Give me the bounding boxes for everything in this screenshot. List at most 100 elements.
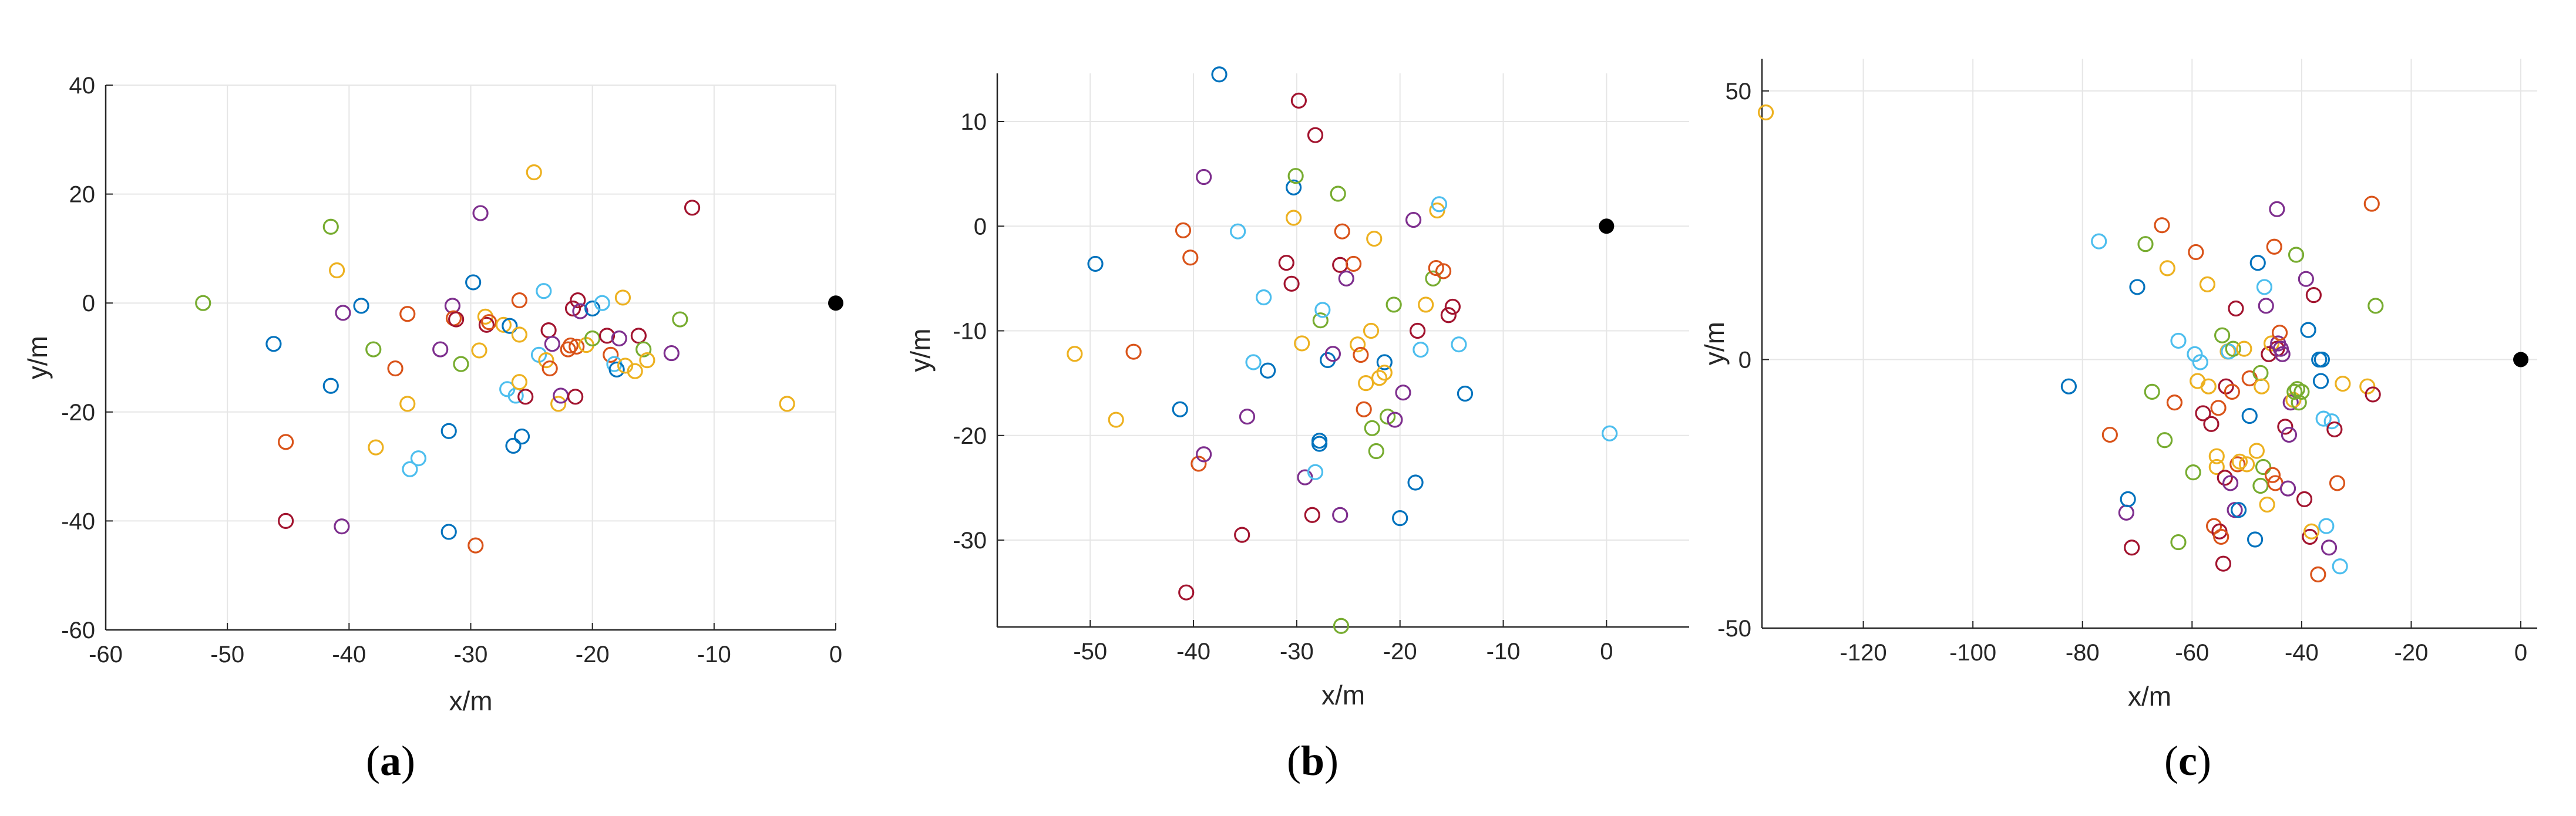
data-point <box>478 316 495 333</box>
y-axis-label: y/m <box>905 328 936 372</box>
data-point <box>495 316 512 333</box>
data-point <box>550 396 567 412</box>
data-point <box>2091 233 2107 249</box>
data-point <box>1324 346 1341 362</box>
x-tick-label: -40 <box>2285 640 2319 666</box>
data-point <box>1435 263 1452 279</box>
data-point <box>2118 504 2134 521</box>
data-point <box>2329 475 2346 491</box>
data-point <box>511 292 527 309</box>
data-point <box>614 289 631 306</box>
data-point <box>1444 298 1461 315</box>
data-point <box>1286 210 1302 226</box>
data-point <box>639 352 655 369</box>
x-tick-label: -60 <box>2175 640 2209 666</box>
data-point <box>502 318 518 334</box>
y-tick-label: -20 <box>61 400 95 426</box>
data-point <box>2120 491 2136 507</box>
data-point <box>353 298 369 314</box>
data-point <box>432 341 449 358</box>
data-point <box>2303 523 2320 539</box>
data-point <box>567 389 584 405</box>
data-point <box>1376 365 1393 381</box>
data-point <box>2315 410 2332 427</box>
y-tick-label: 0 <box>974 214 987 240</box>
data-point <box>544 336 560 352</box>
data-point <box>468 537 484 554</box>
x-tick-label: -30 <box>1280 639 1314 665</box>
data-point <box>1087 255 1104 272</box>
data-point <box>195 295 211 311</box>
data-point <box>1418 296 1434 313</box>
data-point <box>1314 302 1331 318</box>
data-point <box>2286 383 2303 400</box>
data-point <box>2187 346 2203 362</box>
data-point <box>1457 385 1474 402</box>
data-point <box>1405 211 1422 228</box>
data-point <box>562 337 579 354</box>
data-point <box>1413 342 1429 358</box>
x-tick-label: -100 <box>1949 640 1996 666</box>
data-point <box>1287 168 1304 184</box>
data-point <box>2170 332 2187 349</box>
data-point <box>2249 255 2266 271</box>
data-point <box>1602 425 1618 441</box>
y-tick-label: -10 <box>953 319 987 345</box>
data-point <box>2282 394 2299 411</box>
data-point <box>2060 378 2077 394</box>
data-point <box>2208 458 2225 476</box>
data-point <box>1245 354 1262 370</box>
data-point <box>1409 322 1426 339</box>
data-point <box>1392 510 1408 527</box>
data-point <box>584 330 601 347</box>
data-point <box>1407 474 1424 491</box>
data-point <box>1067 346 1083 362</box>
x-tick-label: 0 <box>1600 639 1613 665</box>
data-point <box>2300 322 2316 338</box>
data-point <box>440 423 457 439</box>
data-point <box>322 218 339 235</box>
y-tick-label: -60 <box>61 618 95 643</box>
data-point <box>322 377 339 394</box>
data-point <box>779 396 795 412</box>
y-tick-label: 40 <box>69 73 96 99</box>
data-point <box>1333 618 1350 634</box>
data-point <box>2252 365 2269 381</box>
data-point <box>2238 456 2255 473</box>
data-point <box>1334 223 1350 240</box>
data-point <box>2256 279 2273 295</box>
panel-a: -60 -50 -40 -30 -20 -10 0 -60 -40 -20 0 20 40 x/m y/m <box>22 73 843 716</box>
x-tick-label: -10 <box>1487 639 1521 665</box>
data-point <box>2214 327 2231 343</box>
data-point <box>2368 298 2384 314</box>
data-point <box>2313 351 2330 368</box>
data-point <box>1451 336 1467 353</box>
data-point <box>603 346 619 363</box>
data-point <box>399 306 416 322</box>
data-point <box>513 428 530 445</box>
data-point <box>526 164 542 181</box>
data-point <box>2166 394 2183 411</box>
data-point <box>2279 480 2296 497</box>
x-tick-label: -60 <box>89 642 123 667</box>
data-point <box>448 311 465 328</box>
data-point <box>1368 443 1384 460</box>
y-tick-label: -20 <box>953 423 987 449</box>
data-point <box>2206 518 2222 534</box>
data-point <box>538 352 554 369</box>
data-point <box>1330 186 1346 202</box>
data-point <box>1371 370 1388 386</box>
y-tick-label: -40 <box>61 508 95 534</box>
data-point <box>1175 222 1192 238</box>
data-point <box>1260 362 1276 379</box>
data-point <box>2359 378 2376 394</box>
x-tick-label: -120 <box>1840 640 1887 666</box>
x-tick-label: -50 <box>1073 639 1107 665</box>
x-axis-label: x/m <box>449 686 492 716</box>
data-point <box>511 374 527 390</box>
x-tick-label: -40 <box>1176 639 1210 665</box>
data-point <box>2318 518 2335 534</box>
data-point <box>1757 104 1774 121</box>
data-point <box>1425 270 1441 286</box>
data-point <box>684 200 701 216</box>
